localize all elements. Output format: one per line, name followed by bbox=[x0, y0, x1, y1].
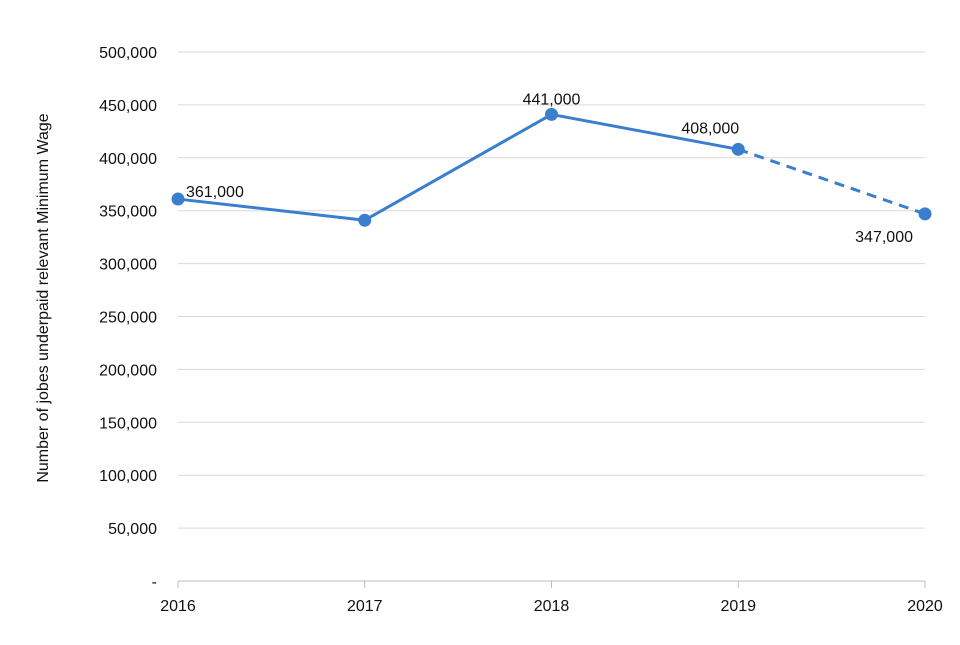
data-point bbox=[545, 107, 558, 121]
y-tick-label: 100,000 bbox=[99, 468, 157, 485]
x-tick-label: 2016 bbox=[160, 598, 196, 615]
series bbox=[171, 107, 932, 227]
series-line-dashed bbox=[737, 147, 926, 216]
data-label: 361,000 bbox=[186, 184, 244, 201]
data-labels: 361,000 441,000 408,000 347,000 bbox=[186, 91, 913, 245]
y-tick-label: 300,000 bbox=[99, 257, 157, 274]
x-tick-label: 2019 bbox=[720, 598, 756, 615]
y-axis-title: Number of jobes underpaid relevant Minim… bbox=[35, 113, 52, 482]
y-tick-label: 50,000 bbox=[108, 521, 157, 538]
series-line-solid bbox=[177, 112, 739, 222]
x-tick-label: 2020 bbox=[907, 598, 943, 615]
data-label: 441,000 bbox=[523, 91, 581, 108]
data-point bbox=[918, 207, 932, 221]
y-tick-label: 250,000 bbox=[99, 310, 157, 327]
data-point bbox=[358, 213, 372, 227]
y-tick-label: 350,000 bbox=[99, 204, 157, 221]
y-tick-label: - bbox=[152, 574, 157, 591]
gridlines bbox=[178, 51, 925, 582]
x-tick-label: 2017 bbox=[347, 598, 383, 615]
y-tick-label: 200,000 bbox=[99, 362, 157, 379]
x-tick-label: 2018 bbox=[534, 598, 570, 615]
data-label: 408,000 bbox=[681, 120, 739, 137]
y-tick-label: 400,000 bbox=[99, 151, 157, 168]
data-label: 347,000 bbox=[855, 229, 913, 246]
data-point bbox=[731, 142, 745, 156]
axes: - 50,000 100,000 150,000 200,000 250,000 300,0… bbox=[99, 45, 943, 615]
data-point bbox=[171, 192, 185, 206]
y-tick-label: 150,000 bbox=[99, 415, 157, 432]
y-tick-label: 500,000 bbox=[99, 45, 157, 62]
y-tick-label: 450,000 bbox=[99, 98, 157, 115]
